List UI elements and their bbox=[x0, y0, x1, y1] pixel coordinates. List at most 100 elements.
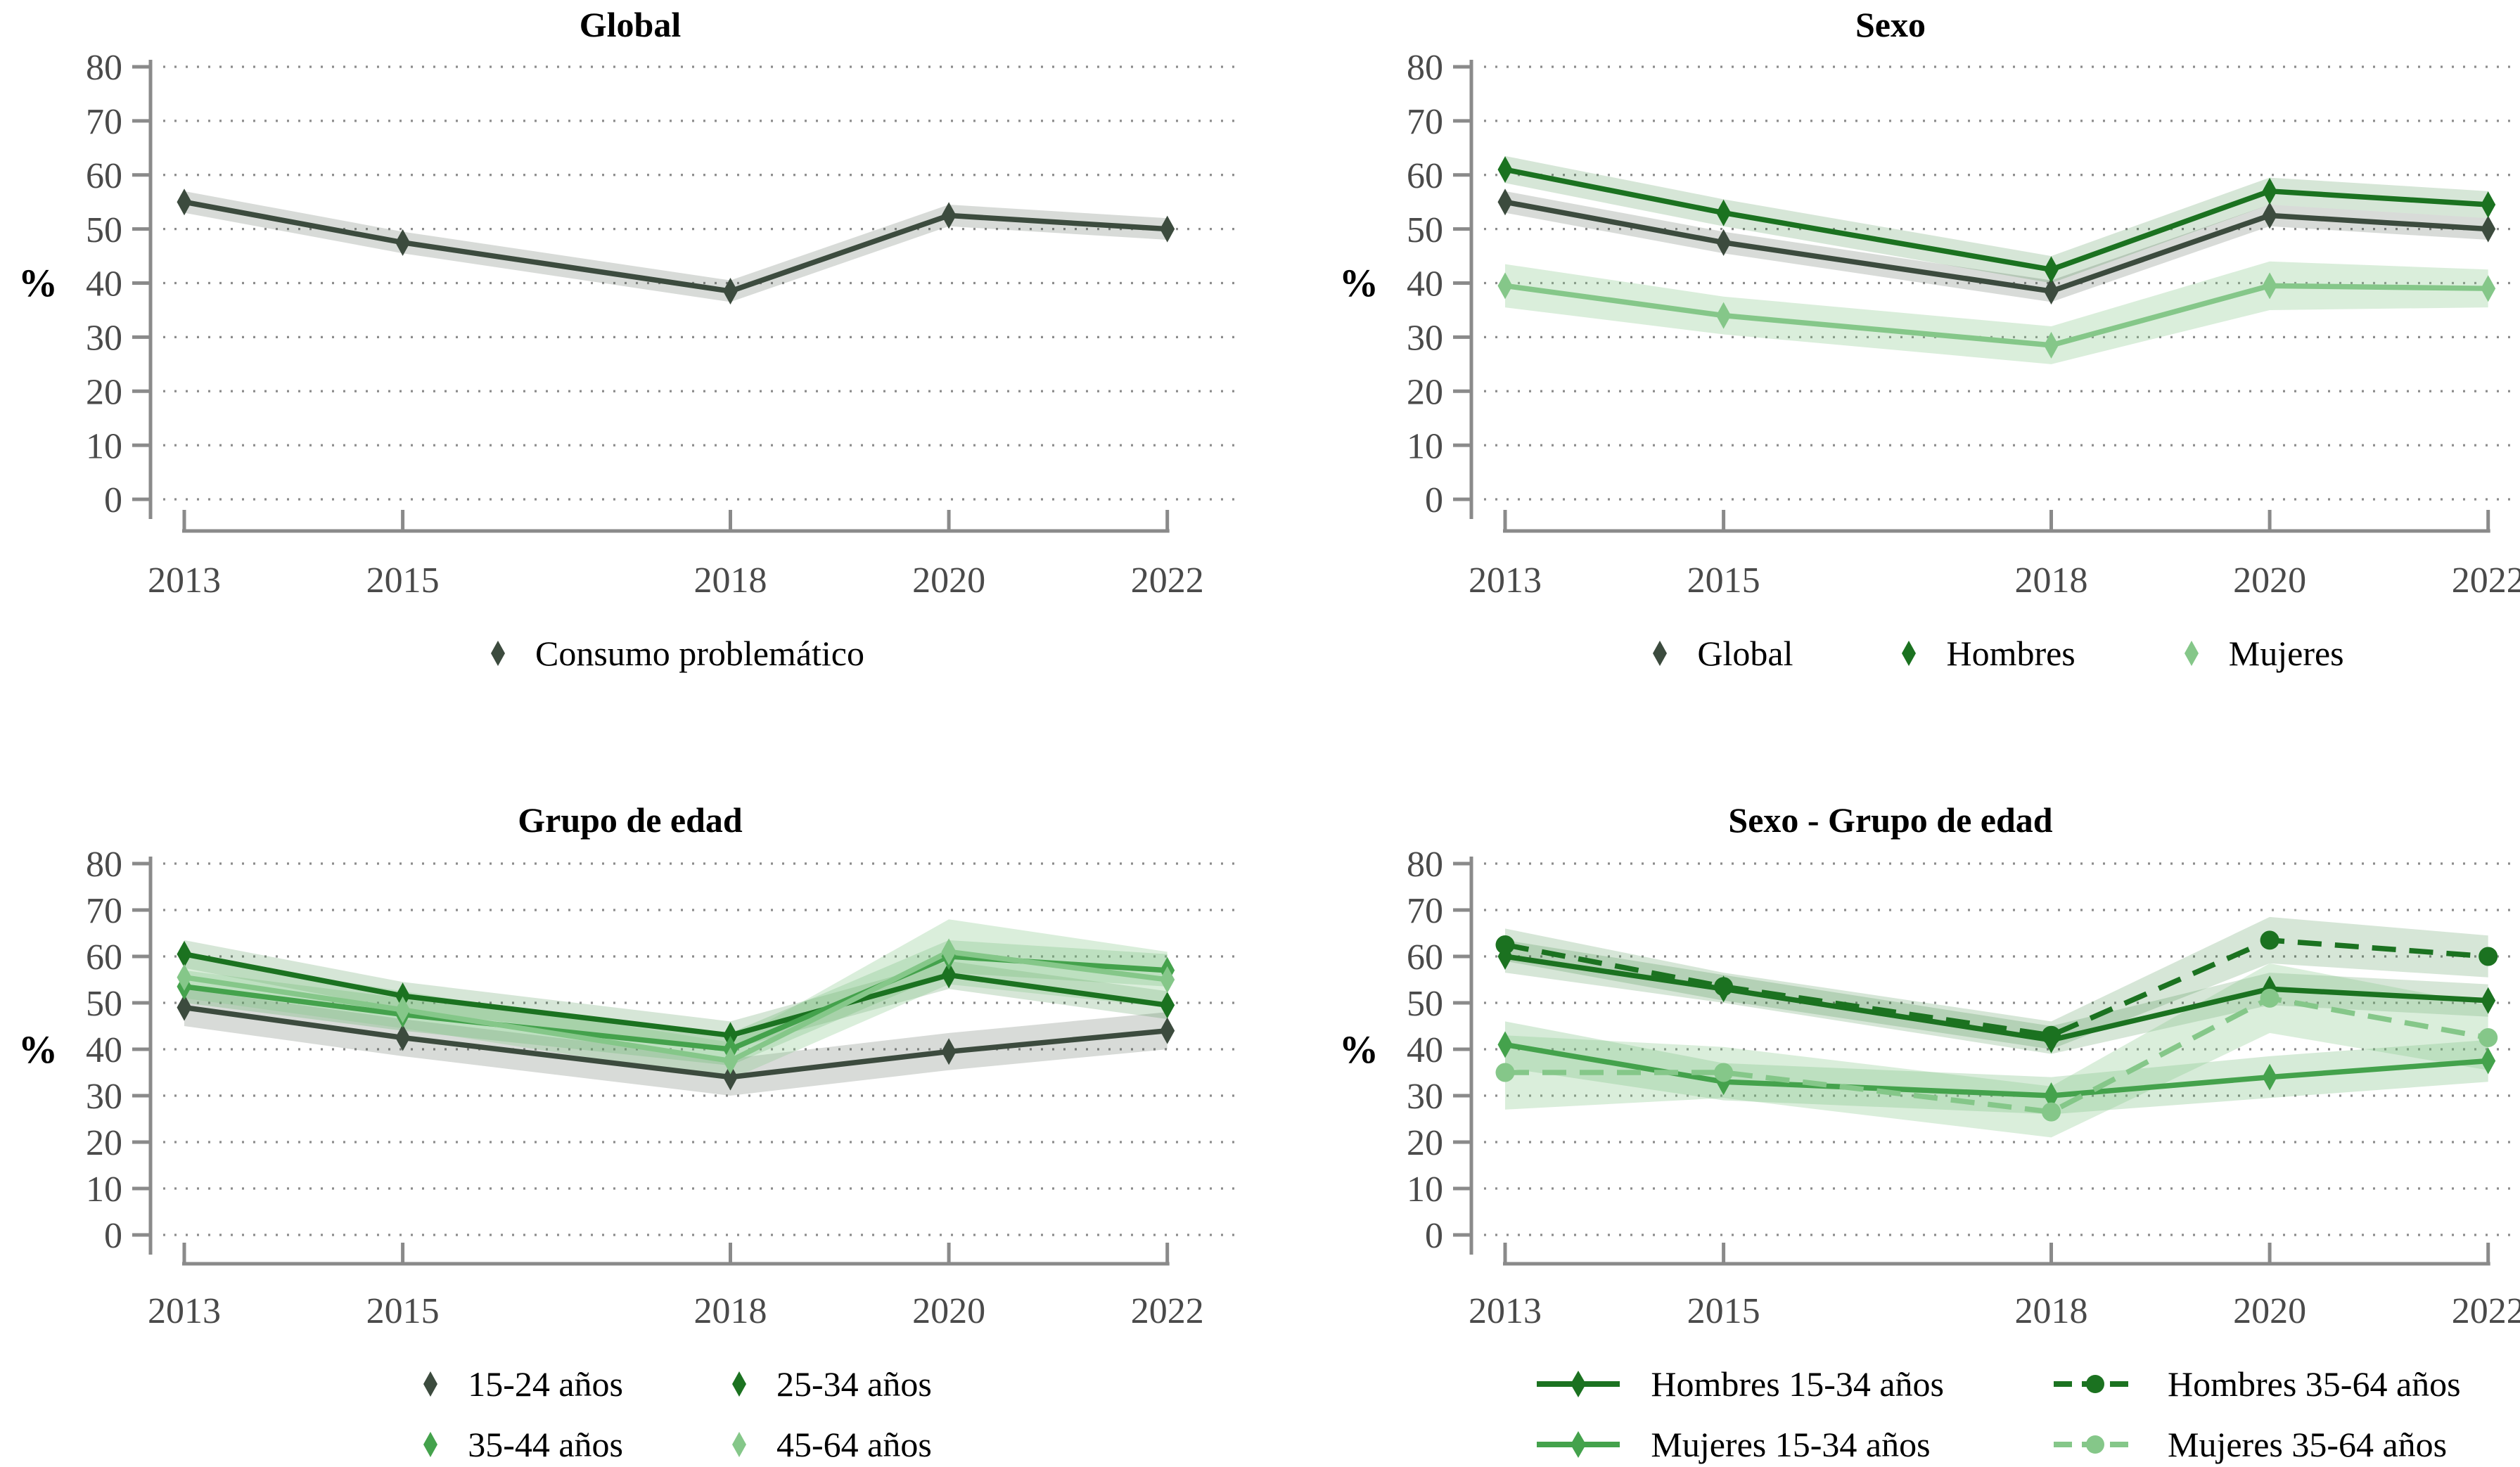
marker-diamond-3 bbox=[941, 938, 957, 966]
legend-diamond-icon bbox=[1571, 1431, 1587, 1458]
y-tick-label: 10 bbox=[86, 1170, 122, 1210]
x-tick-label: 2018 bbox=[694, 1291, 767, 1331]
y-tick-label: 50 bbox=[86, 984, 122, 1024]
marker-diamond-0 bbox=[941, 202, 957, 229]
legend-sexo-grupo-de-edad: Hombres 15-34 años Hombres 35-64 años Muje… bbox=[1399, 1365, 2520, 1463]
legend-entry: Consumo problemático bbox=[487, 634, 864, 672]
marker-circle-1 bbox=[1495, 935, 1515, 954]
y-tick-label: 60 bbox=[86, 156, 122, 196]
marker-diamond-1 bbox=[395, 982, 411, 1010]
y-tick-label: 0 bbox=[1425, 1216, 1443, 1256]
plot-sexo-grupo-de-edad: 0 10 20 30 40 50 60 70 80% 2013 2015 2018 2020 2022 bbox=[1339, 845, 2520, 1331]
y-tick-label: 20 bbox=[1407, 372, 1443, 412]
legend-entry: Hombres bbox=[1898, 634, 2076, 672]
y-tick-label: 80 bbox=[86, 48, 122, 88]
marker-diamond-3 bbox=[395, 996, 411, 1023]
ci-band-3 bbox=[1505, 963, 2488, 1138]
legend-entry: Hombres 15-34 años bbox=[1533, 1365, 1944, 1403]
y-tick-label: 10 bbox=[1407, 426, 1443, 466]
marker-diamond-1 bbox=[2044, 256, 2059, 283]
chart-title-sexo-grupo-de-edad: Sexo - Grupo de edad bbox=[1728, 800, 2053, 840]
marker-diamond-0 bbox=[723, 1063, 738, 1091]
y-tick-label: 80 bbox=[1407, 48, 1443, 88]
legend-swatch-line bbox=[2054, 1435, 2137, 1454]
legend-grupo-de-edad: 15-24 años 25-34 años 35-44 años 45-64 años bbox=[78, 1365, 1274, 1463]
y-tick-label: 60 bbox=[1407, 937, 1443, 978]
marker-diamond-2 bbox=[1716, 302, 1732, 329]
y-tick-label: 30 bbox=[86, 1077, 122, 1117]
legend-diamond-icon bbox=[732, 1432, 746, 1457]
x-tick-label: 2020 bbox=[912, 1291, 985, 1331]
x-tick-label: 2013 bbox=[1469, 560, 1542, 601]
y-axis-title: % bbox=[18, 262, 58, 306]
y-tick-label: 40 bbox=[86, 1030, 122, 1070]
legend-entry: Hombres 35-64 años bbox=[2049, 1365, 2461, 1403]
y-tick-label: 20 bbox=[86, 372, 122, 412]
legend-swatch-line bbox=[1537, 1431, 1620, 1458]
marker-diamond-2 bbox=[1497, 1031, 1513, 1058]
ci-band-0 bbox=[1505, 191, 2488, 302]
y-tick-label: 30 bbox=[1407, 319, 1443, 359]
chart-title-sexo: Sexo bbox=[1855, 5, 1926, 44]
marker-diamond-2 bbox=[2262, 1063, 2277, 1091]
legend-label: 25-34 años bbox=[776, 1364, 932, 1404]
y-tick-label: 0 bbox=[104, 1216, 122, 1256]
series-line-3 bbox=[1505, 995, 2489, 1115]
marker-diamond-2 bbox=[2262, 272, 2277, 300]
marker-diamond-0 bbox=[2481, 215, 2496, 243]
marker-diamond-1 bbox=[1716, 199, 1732, 226]
legend-swatch-marker bbox=[732, 1371, 746, 1397]
y-tick-label: 70 bbox=[1407, 891, 1443, 931]
chart-title-grupo-de-edad: Grupo de edad bbox=[518, 800, 743, 840]
marker-diamond-0 bbox=[1160, 1017, 1175, 1044]
plot-sexo: 0 10 20 30 40 50 60 70 80% 2013 2015 2018 2020 2022 bbox=[1339, 48, 2520, 601]
chart-sexo-grupo-de-edad: Sexo - Grupo de edad 0 10 20 30 40 50 60 70 80% 2… bbox=[1260, 734, 2520, 1467]
y-axis-title: % bbox=[18, 1029, 58, 1072]
plot-grupo-de-edad: 0 10 20 30 40 50 60 70 80% 2013 2015 2018 2020 2022 bbox=[18, 845, 1234, 1331]
y-tick-label: 20 bbox=[1407, 1123, 1443, 1163]
x-tick-label: 2020 bbox=[2233, 1291, 2306, 1331]
legend-swatch-marker bbox=[1902, 641, 1917, 666]
ci-band-2 bbox=[184, 940, 1168, 1066]
marker-diamond-0 bbox=[2481, 987, 2496, 1014]
legend-diamond-icon bbox=[491, 641, 505, 666]
marker-diamond-0 bbox=[1497, 188, 1513, 216]
x-tick-label: 2015 bbox=[1687, 1291, 1760, 1331]
x-tick-label: 2015 bbox=[366, 1291, 440, 1331]
legend-diamond-icon bbox=[2184, 641, 2199, 666]
marker-diamond-3 bbox=[723, 1047, 738, 1075]
ci-band-3 bbox=[184, 919, 1168, 1080]
x-tick-label: 2018 bbox=[2015, 1291, 2088, 1331]
ci-band-1 bbox=[1505, 155, 2488, 283]
marker-diamond-1 bbox=[723, 1022, 738, 1049]
y-tick-label: 30 bbox=[86, 319, 122, 359]
x-tick-label: 2015 bbox=[366, 560, 440, 601]
legend-swatch-marker bbox=[1653, 641, 1668, 666]
marker-diamond-3 bbox=[177, 963, 192, 991]
legend-swatch-line bbox=[1537, 1371, 1620, 1397]
marker-diamond-0 bbox=[723, 278, 738, 305]
marker-diamond-1 bbox=[2262, 177, 2277, 205]
x-tick-label: 2022 bbox=[1131, 1291, 1204, 1331]
legend-entry: 15-24 años bbox=[420, 1365, 623, 1403]
marker-circle-1 bbox=[1714, 977, 1734, 997]
legend-entry: Global bbox=[1649, 634, 1793, 672]
y-tick-label: 10 bbox=[1407, 1170, 1443, 1210]
marker-circle-1 bbox=[2479, 947, 2498, 966]
legend-swatch-marker bbox=[2184, 641, 2199, 666]
marker-diamond-2 bbox=[2044, 331, 2059, 359]
y-tick-label: 40 bbox=[86, 264, 122, 305]
ci-band-0 bbox=[184, 989, 1168, 1096]
legend-label: 35-44 años bbox=[468, 1425, 623, 1464]
marker-diamond-0 bbox=[2044, 278, 2059, 305]
legend-label: 45-64 años bbox=[776, 1425, 932, 1464]
y-tick-label: 70 bbox=[86, 102, 122, 142]
legend-label: Mujeres 35-64 años bbox=[2168, 1425, 2448, 1464]
legend-swatch-marker bbox=[423, 1432, 438, 1457]
ci-band-0 bbox=[184, 191, 1168, 302]
x-tick-label: 2022 bbox=[2452, 560, 2520, 601]
x-tick-label: 2022 bbox=[2452, 1291, 2520, 1331]
marker-diamond-2 bbox=[2044, 1082, 2059, 1109]
marker-diamond-2 bbox=[1497, 272, 1513, 300]
